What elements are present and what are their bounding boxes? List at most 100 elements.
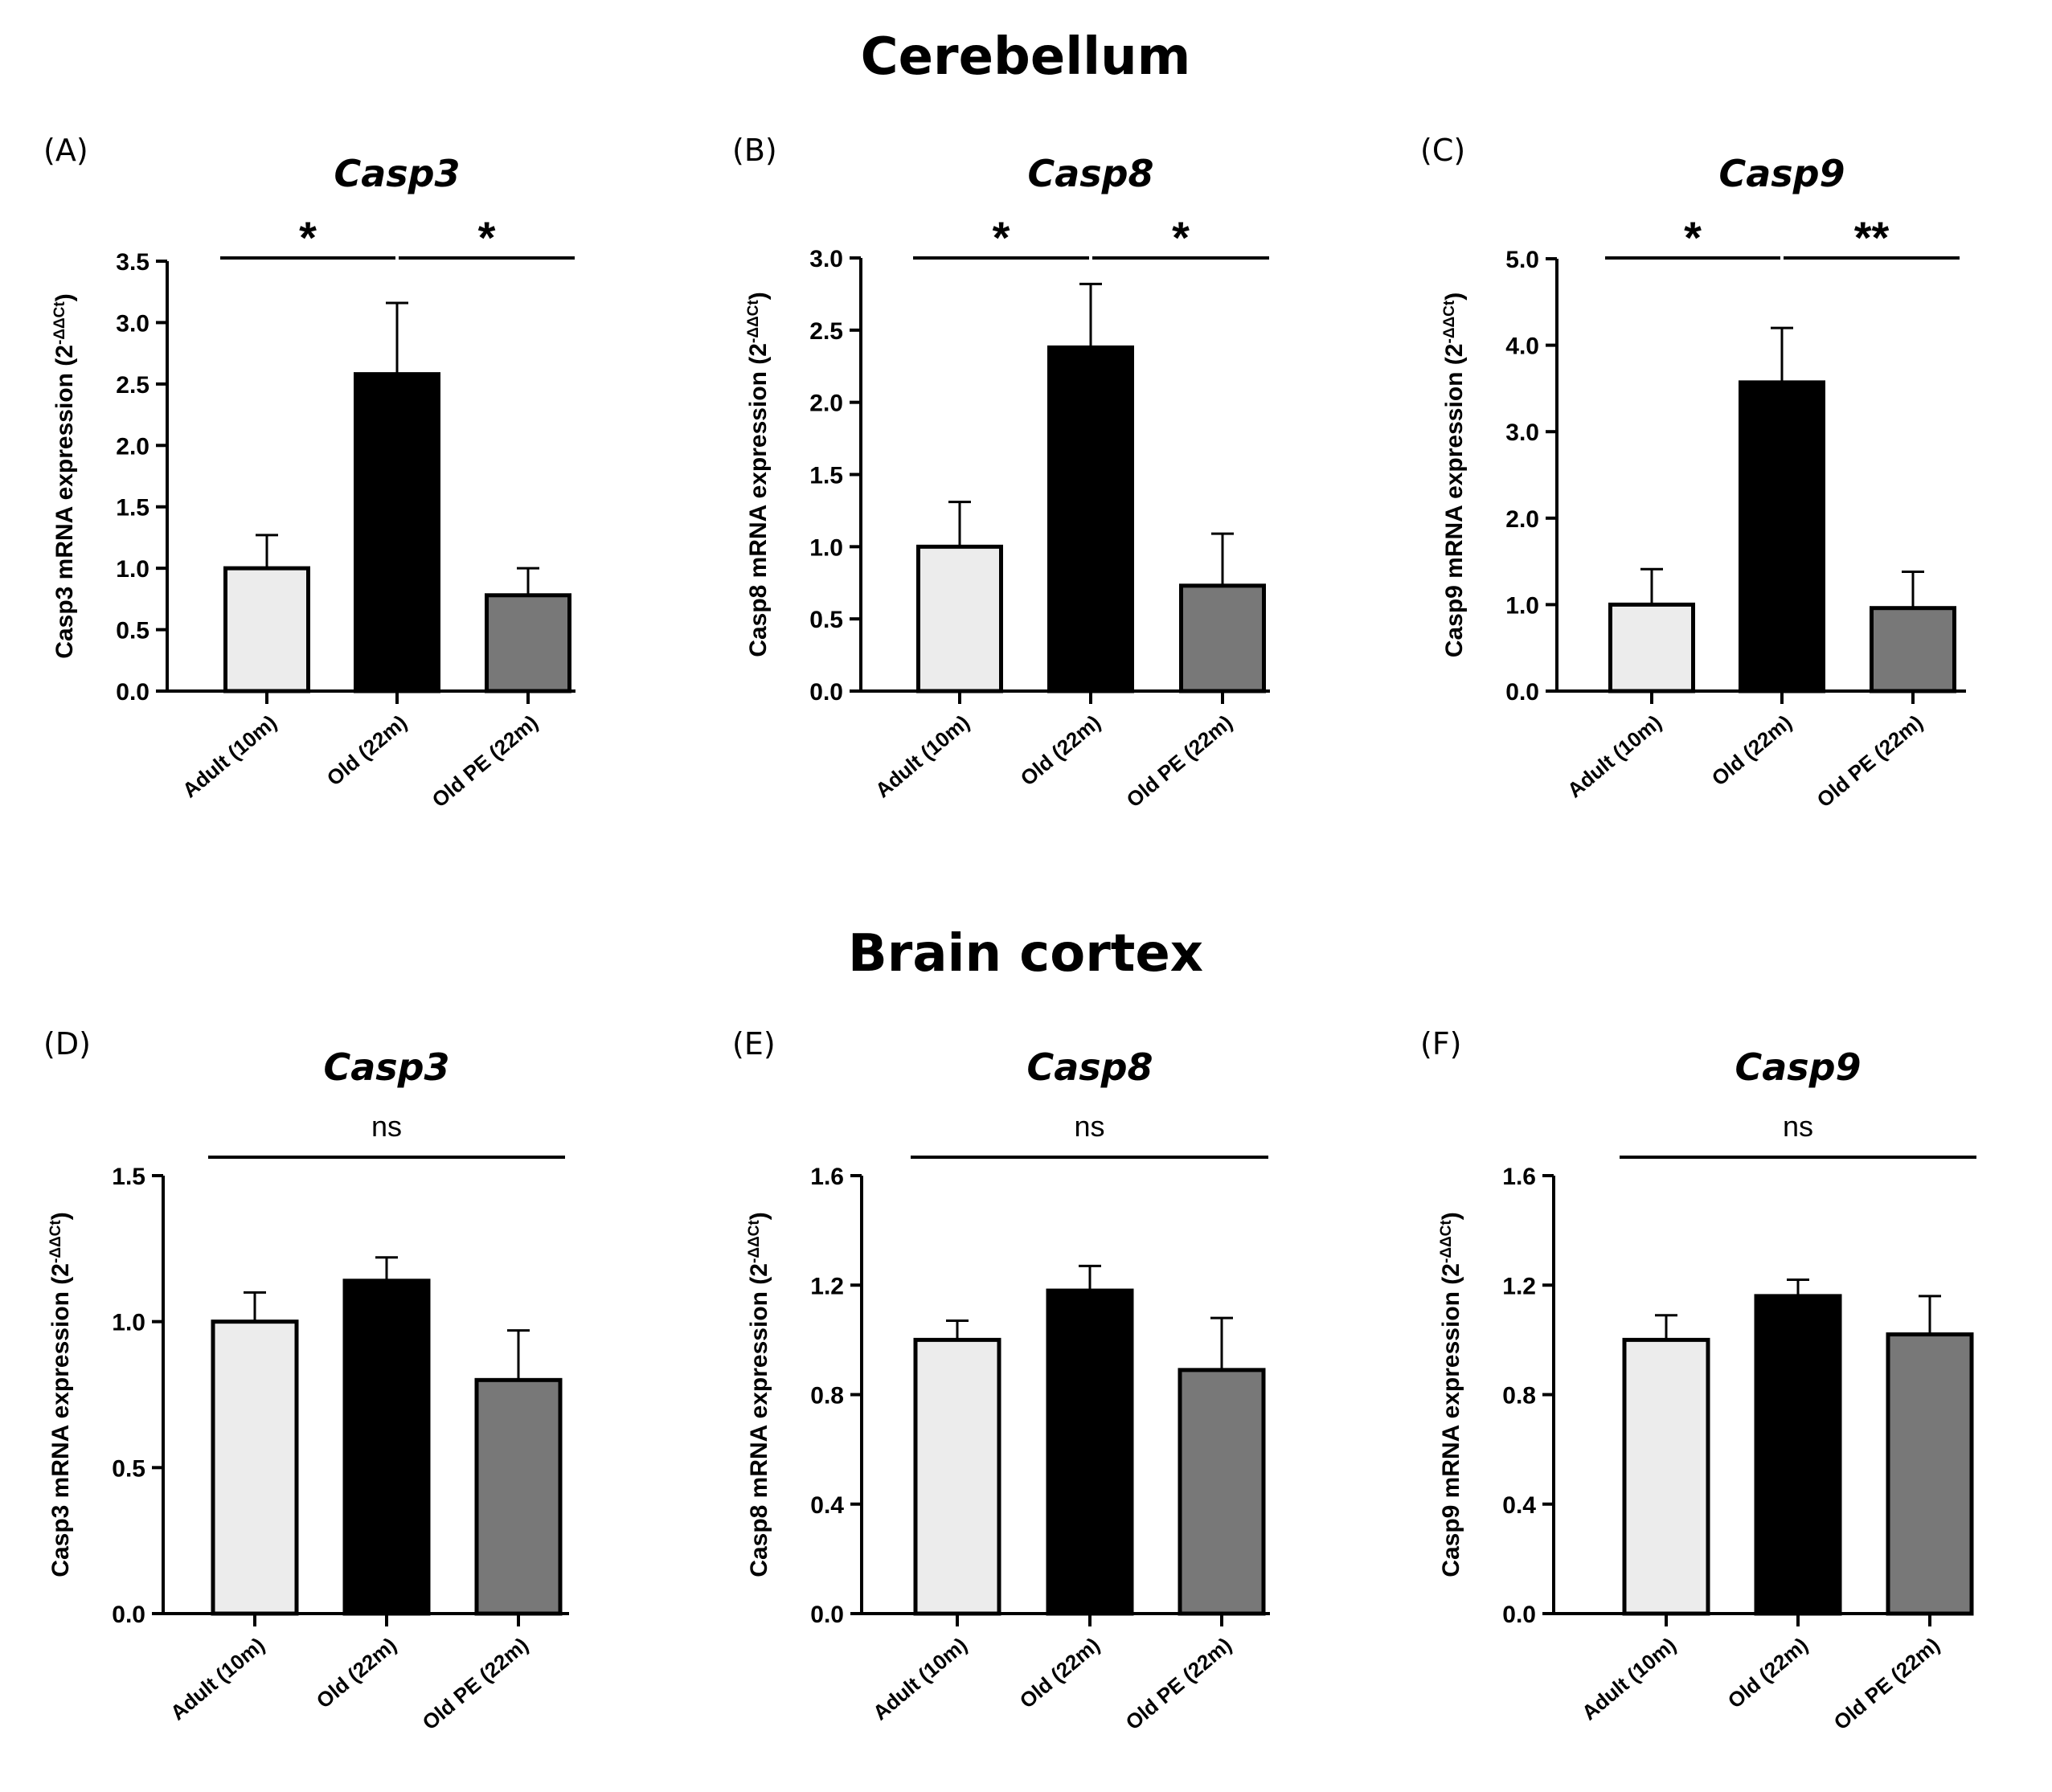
y-axis-label-superscript: -ΔΔCt	[746, 1220, 763, 1263]
y-axis-label: Casp3 mRNA expression (2-ΔΔCt)	[51, 293, 79, 658]
section-title-brain-cortex: Brain cortex	[848, 924, 1203, 984]
x-tick-label: Adult (10m)	[178, 710, 281, 803]
significance-label: ns	[1783, 1110, 1813, 1143]
y-tick-label: 2.5	[116, 372, 149, 399]
y-axis-label-close: )	[746, 1212, 772, 1220]
x-tick-label: Old PE (22m)	[1122, 710, 1237, 812]
bar	[1622, 1337, 1710, 1616]
bar	[1046, 1288, 1134, 1616]
significance-label: ns	[371, 1110, 402, 1143]
bar	[474, 1377, 563, 1616]
y-tick-label: 2.0	[809, 391, 843, 417]
y-axis-label-close: )	[745, 292, 772, 300]
y-tick-label: 1.5	[116, 495, 149, 522]
y-tick-label: 1.0	[1505, 592, 1539, 619]
y-tick-label: 0.5	[112, 1455, 145, 1482]
panel-letter: (D)	[43, 1026, 91, 1062]
bar	[1047, 345, 1134, 693]
y-tick-label: 0.4	[810, 1492, 844, 1519]
y-tick-label: 1.2	[810, 1273, 844, 1299]
y-tick-label: 1.0	[112, 1310, 145, 1336]
bar	[354, 372, 440, 693]
y-tick-label: 0.8	[810, 1383, 844, 1409]
y-tick-label: 0.0	[112, 1602, 145, 1628]
panel-letter: (C)	[1420, 133, 1465, 168]
significance-label: *	[1684, 212, 1702, 263]
bar	[913, 1337, 1001, 1616]
y-tick-label: 3.0	[809, 246, 843, 272]
x-tick-label: Old PE (22m)	[428, 710, 543, 812]
y-tick-label: 2.0	[1505, 506, 1539, 533]
significance-label: *	[478, 212, 496, 263]
y-axis-label-close: )	[47, 1212, 74, 1220]
x-tick-label: Old (22m)	[1015, 1633, 1104, 1713]
x-tick-label: Old (22m)	[322, 710, 412, 791]
y-tick-label: 5.0	[1505, 247, 1539, 273]
x-tick-label: Old (22m)	[312, 1633, 401, 1713]
bar	[1870, 606, 1956, 693]
y-axis-label-text: Casp9 mRNA expression (2	[1438, 1263, 1464, 1577]
chart-title: Casp3	[323, 1045, 449, 1089]
x-tick-label: Old (22m)	[1707, 710, 1796, 791]
y-axis-label: Casp9 mRNA expression (2-ΔΔCt)	[1441, 293, 1468, 657]
y-axis-label-close: )	[1438, 1212, 1464, 1220]
y-tick-label: 0.0	[116, 679, 149, 706]
x-tick-label: Old (22m)	[1723, 1633, 1812, 1713]
x-tick-label: Old PE (22m)	[418, 1633, 533, 1735]
y-axis-label: Casp8 mRNA expression (2-ΔΔCt)	[745, 292, 772, 657]
y-tick-label: 0.5	[809, 607, 843, 633]
y-axis-label-superscript: -ΔΔCt	[745, 300, 762, 343]
y-axis-label-superscript: -ΔΔCt	[1438, 1220, 1455, 1263]
bar	[916, 544, 1003, 693]
x-tick-label: Old PE (22m)	[1812, 710, 1927, 812]
chart-panel: (D) Casp3 0.0 0.5 1.0 1.5 Casp3 mRNA expressio…	[43, 1026, 569, 1735]
x-tick-label: Old PE (22m)	[1121, 1633, 1236, 1735]
y-axis-label-text: Casp3 mRNA expression (2	[51, 345, 78, 659]
bar	[1739, 380, 1825, 693]
chart-panels: (A) Casp3 0.0 0.5 1.0 1.5 2.0 2.5 3.0 3.5 Casp3 mR…	[43, 133, 1976, 1735]
x-tick-label: Adult (10m)	[868, 1633, 972, 1725]
y-axis-label: Casp9 mRNA expression (2-ΔΔCt)	[1438, 1212, 1465, 1577]
section-title-cerebellum: Cerebellum	[861, 27, 1191, 87]
y-axis-label-text: Casp3 mRNA expression (2	[47, 1263, 74, 1577]
bar	[1608, 602, 1695, 693]
y-tick-label: 1.0	[116, 556, 149, 583]
bar	[342, 1279, 431, 1616]
y-tick-label: 1.0	[809, 534, 843, 561]
chart-title: Casp8	[1026, 1045, 1153, 1089]
y-tick-label: 3.5	[116, 249, 149, 276]
bar	[485, 593, 571, 693]
y-tick-label: 1.5	[809, 463, 843, 489]
bar	[223, 566, 310, 693]
y-tick-label: 0.8	[1502, 1383, 1536, 1409]
chart-title: Casp3	[334, 152, 460, 195]
x-tick-label: Adult (10m)	[166, 1633, 269, 1725]
y-tick-label: 0.5	[116, 618, 149, 644]
significance-label: *	[299, 212, 317, 263]
y-axis-label-superscript: -ΔΔCt	[51, 301, 68, 345]
bar	[1179, 583, 1266, 693]
y-tick-label: 1.5	[112, 1164, 145, 1190]
y-tick-label: 1.6	[1502, 1164, 1536, 1190]
x-tick-label: Adult (10m)	[1577, 1633, 1681, 1725]
chart-title: Casp8	[1027, 152, 1153, 195]
significance-label: ns	[1074, 1110, 1104, 1143]
y-tick-label: 0.0	[1505, 679, 1539, 706]
significance-label: *	[993, 212, 1010, 263]
chart-panel: (F) Casp9 0.0 0.4 0.8 1.2 1.6 Casp9 mRNA expres…	[1420, 1026, 1976, 1735]
y-tick-label: 0.0	[809, 679, 843, 706]
x-tick-label: Adult (10m)	[870, 710, 974, 803]
y-axis-label-close: )	[51, 293, 78, 301]
x-tick-label: Old (22m)	[1016, 710, 1105, 791]
y-tick-label: 2.0	[116, 433, 149, 460]
significance-label: **	[1854, 212, 1890, 263]
y-tick-label: 1.6	[810, 1164, 844, 1190]
y-tick-label: 0.0	[1502, 1602, 1536, 1628]
bar	[1754, 1294, 1842, 1616]
bar	[211, 1319, 299, 1616]
y-tick-label: 1.2	[1502, 1273, 1536, 1299]
y-axis-label-close: )	[1441, 293, 1468, 301]
panel-letter: (B)	[732, 133, 777, 168]
panel-letter: (A)	[43, 133, 88, 168]
